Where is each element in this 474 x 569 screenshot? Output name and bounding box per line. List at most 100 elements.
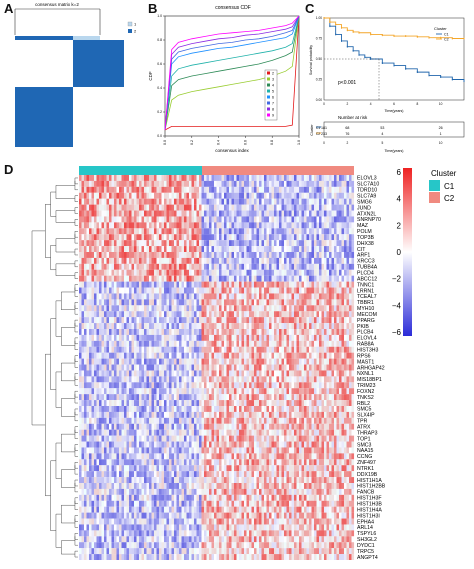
heatmap-cell (236, 186, 240, 193)
heatmap-cell (291, 240, 295, 247)
heatmap-cell (174, 275, 177, 282)
heatmap-cell (164, 352, 167, 359)
heatmap-cell (324, 275, 327, 282)
heatmap-cell (251, 293, 255, 300)
heatmap-cell (184, 323, 187, 330)
heatmap-cell (179, 299, 182, 306)
heatmap-cell (246, 352, 250, 359)
heatmap-cell (291, 382, 295, 389)
heatmap-cell (114, 210, 117, 217)
heatmap-cell (349, 204, 352, 211)
heatmap-cell (299, 334, 302, 341)
heatmap-cell (134, 406, 137, 412)
heatmap-cell (79, 228, 82, 235)
heatmap-cell (301, 334, 305, 341)
heatmap-cell (191, 287, 195, 294)
heatmap-cell (124, 340, 127, 347)
heatmap-cell (214, 216, 217, 223)
heatmap-cell (129, 252, 132, 258)
heatmap-cell (114, 228, 117, 235)
heatmap-cell (271, 257, 275, 264)
heatmap-cell (196, 216, 200, 223)
heatmap-cell (276, 400, 280, 407)
heatmap-cell (346, 417, 350, 424)
heatmap-cell (329, 358, 332, 365)
heatmap-cell (179, 388, 182, 395)
heatmap-cell (191, 269, 195, 276)
heatmap-cell (259, 222, 262, 229)
heatmap-cell (126, 216, 130, 223)
heatmap-cell (219, 305, 222, 312)
censor-mark (393, 35, 395, 37)
heatmap-cell (349, 323, 352, 330)
heatmap-cell (301, 417, 305, 424)
heatmap-cell (174, 281, 177, 288)
heatmap-cell (244, 198, 247, 205)
heatmap-cell (101, 352, 105, 359)
heatmap-cell (229, 352, 232, 359)
heatmap-cell (146, 293, 150, 300)
heatmap-cell (246, 269, 250, 276)
heatmap-cell (191, 175, 195, 181)
heatmap-cell (159, 192, 162, 199)
heatmap-cell (164, 400, 167, 407)
heatmap-cell (326, 293, 330, 300)
heatmap-cell (296, 228, 300, 235)
heatmap-cell (314, 317, 317, 324)
heatmap-cell (79, 293, 82, 300)
heatmap-cell (269, 175, 272, 181)
heatmap-cell (204, 246, 207, 253)
heatmap-cell (104, 234, 107, 241)
heatmap-cell (161, 299, 165, 306)
heatmap-cell (179, 370, 182, 377)
heatmap-cell (156, 210, 160, 217)
heatmap-cell (179, 352, 182, 359)
heatmap-cell (294, 198, 297, 205)
heatmap-cell (204, 329, 207, 335)
heatmap-cell (236, 216, 240, 223)
heatmap-cell (211, 299, 215, 306)
heatmap-cell (176, 240, 180, 247)
heatmap-cell (244, 234, 247, 241)
heatmap-cell (234, 228, 237, 235)
heatmap-cell (186, 222, 190, 229)
heatmap-cell (114, 299, 117, 306)
heatmap-cell (326, 411, 330, 418)
heatmap-cell (84, 323, 87, 330)
heatmap-cell (341, 192, 345, 199)
heatmap-cell (151, 175, 155, 181)
heatmap-cell (86, 263, 90, 270)
heatmap-cell (206, 216, 210, 223)
heatmap-cell (146, 317, 150, 324)
heatmap-cell (91, 382, 95, 389)
heatmap-cell (291, 311, 295, 318)
heatmap-cell (129, 180, 132, 187)
heatmap-cell (106, 382, 110, 389)
heatmap-cell (256, 228, 260, 235)
heatmap-cell (294, 340, 297, 347)
heatmap-cell (329, 352, 332, 359)
heatmap-cell (94, 329, 97, 335)
heatmap-cell (296, 216, 300, 223)
heatmap-cell (231, 240, 235, 247)
heatmap-cell (306, 293, 310, 300)
heatmap-cell (189, 411, 192, 418)
heatmap-cell (211, 352, 215, 359)
heatmap-cell (91, 370, 95, 377)
heatmap-cell (109, 334, 112, 341)
heatmap-cell (129, 329, 132, 335)
heatmap-cell (319, 263, 322, 270)
heatmap-cell (126, 222, 130, 229)
heatmap-cell (264, 400, 267, 407)
heatmap-cell (116, 228, 120, 235)
heatmap-cell (279, 252, 282, 258)
heatmap-cell (166, 246, 170, 253)
heatmap-cell (129, 240, 132, 247)
heatmap-cell (219, 293, 222, 300)
heatmap-cell (226, 329, 230, 335)
heatmap-cell (179, 216, 182, 223)
heatmap-cell (109, 234, 112, 241)
heatmap-cell (159, 382, 162, 389)
heatmap-cell (156, 252, 160, 258)
heatmap-cell (189, 340, 192, 347)
